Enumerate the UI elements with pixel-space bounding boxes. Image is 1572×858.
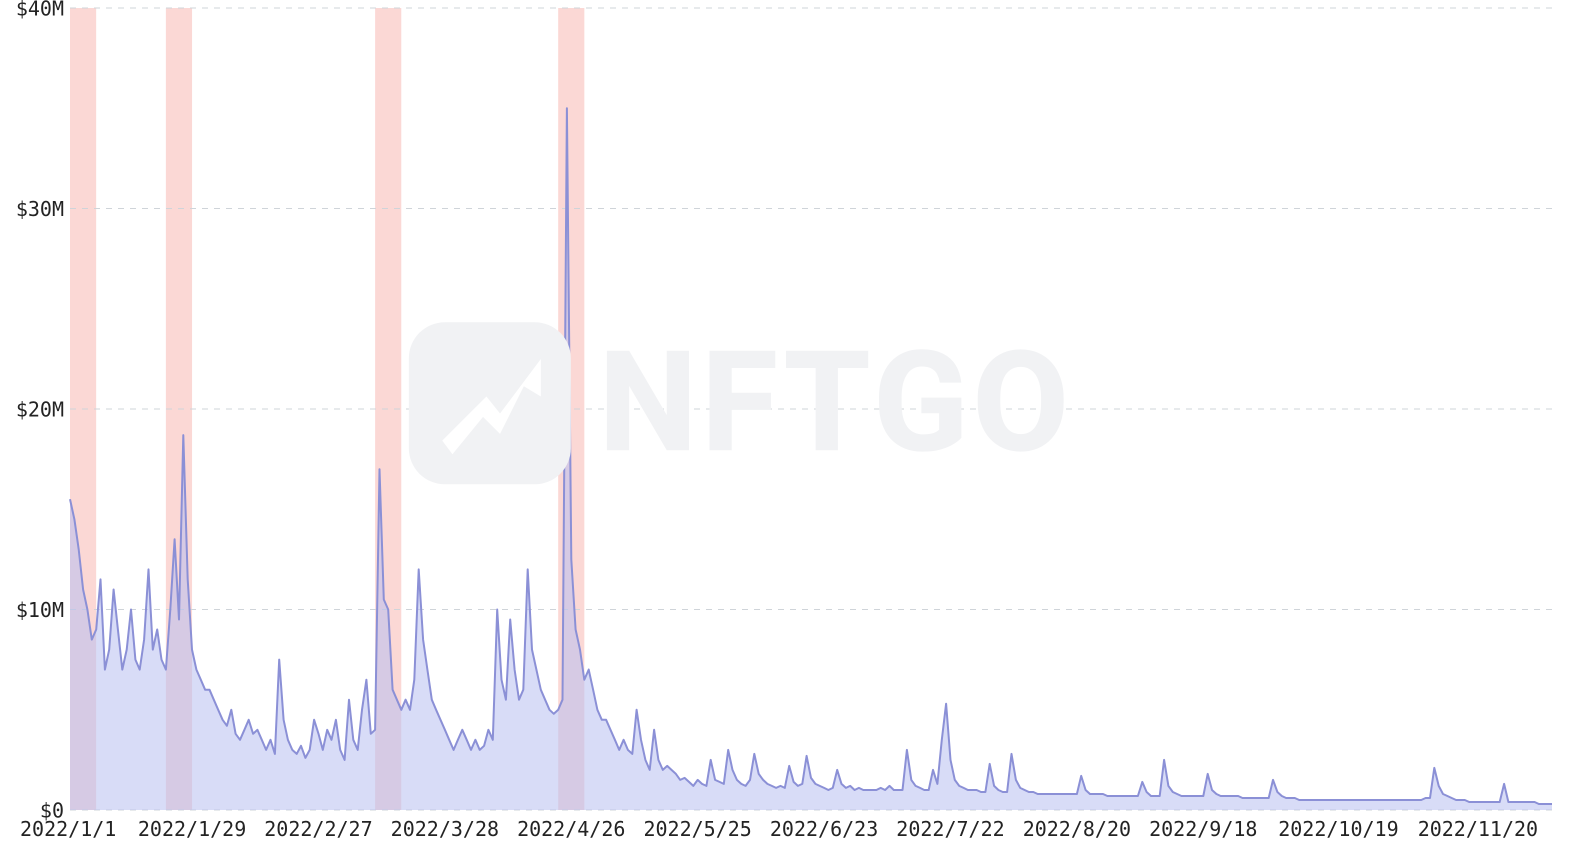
x-tick-label: 2022/1/29 xyxy=(138,817,246,841)
chart-svg: $0$10M$20M$30M$40M2022/1/12022/1/292022/… xyxy=(0,0,1572,858)
x-tick-label: 2022/1/1 xyxy=(20,817,116,841)
y-tick-label: $30M xyxy=(16,197,64,221)
y-tick-label: $20M xyxy=(16,398,64,422)
x-tick-label: 2022/10/19 xyxy=(1278,817,1398,841)
x-tick-label: 2022/6/23 xyxy=(770,817,878,841)
y-tick-label: $10M xyxy=(16,598,64,622)
y-tick-label: $40M xyxy=(16,0,64,21)
x-tick-label: 2022/5/25 xyxy=(643,817,751,841)
volume-area-chart: $0$10M$20M$30M$40M2022/1/12022/1/292022/… xyxy=(0,0,1572,858)
x-tick-label: 2022/3/28 xyxy=(391,817,499,841)
x-tick-label: 2022/2/27 xyxy=(264,817,372,841)
x-tick-label: 2022/7/22 xyxy=(896,817,1004,841)
x-tick-label: 2022/9/18 xyxy=(1149,817,1257,841)
x-tick-label: 2022/8/20 xyxy=(1023,817,1131,841)
x-tick-label: 2022/11/20 xyxy=(1418,817,1538,841)
x-tick-label: 2022/4/26 xyxy=(517,817,625,841)
